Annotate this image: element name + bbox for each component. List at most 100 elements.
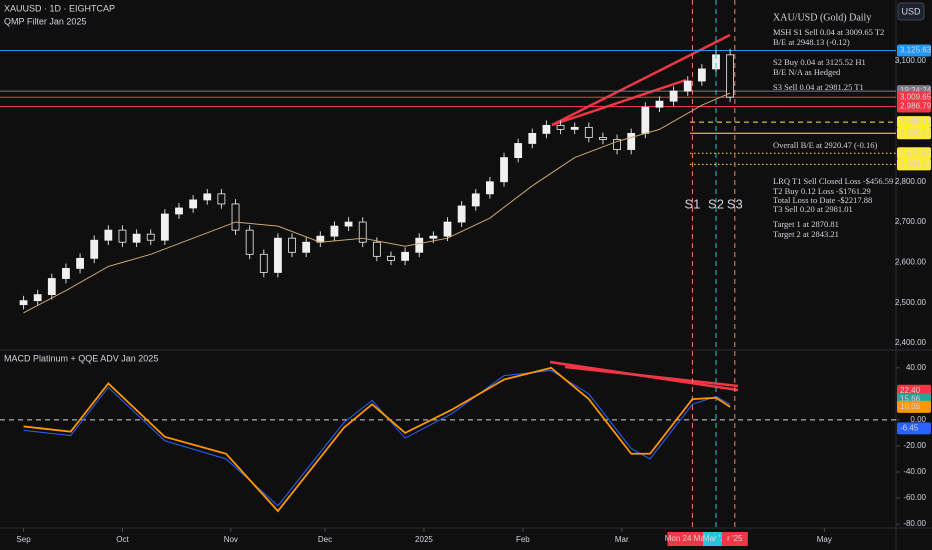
candle-body	[189, 199, 198, 209]
x-tick-label: Sep	[16, 535, 31, 544]
candle-body	[175, 207, 183, 215]
candle-body	[726, 54, 735, 98]
candle-body	[302, 241, 311, 253]
candle-body	[217, 193, 226, 205]
signal-label: S3	[727, 196, 743, 211]
level-tag	[897, 91, 931, 104]
candle-body	[556, 124, 565, 130]
x-tick-label: May	[817, 535, 832, 544]
candle-body	[683, 80, 692, 92]
y-tick-label: 2,500.00	[895, 298, 927, 307]
currency-button[interactable]	[897, 2, 925, 21]
level-tag	[897, 127, 931, 140]
currency[interactable]: USD	[901, 6, 921, 16]
candle-body	[19, 300, 28, 306]
level-label: 3,125.63	[900, 46, 932, 55]
level-label: 2,920.47	[900, 128, 932, 137]
candle-body	[570, 126, 579, 130]
x-tick-label: Oct	[116, 535, 129, 544]
annotation: LRQ T1 Sell Closed Loss -$456.59	[773, 176, 893, 186]
candle-body	[259, 253, 268, 273]
y-tick-label: 2,700.00	[895, 217, 927, 226]
date-label: Mar '25	[703, 534, 730, 543]
candle-body	[401, 251, 410, 261]
candle-body	[62, 268, 70, 279]
candle-body	[104, 229, 113, 241]
date-label: Mon 24 Mar '25	[665, 534, 721, 543]
y-tick-label: 40.00	[906, 363, 927, 372]
y-tick-label: -60.00	[903, 493, 926, 502]
y-tick-label: 0.00	[910, 415, 926, 424]
candle-body	[245, 229, 254, 255]
y-tick-label: 3,100.00	[895, 56, 927, 65]
y-tick-label: 2,800.00	[895, 177, 927, 186]
annotation-title: XAU/USD (Gold) Daily	[773, 12, 871, 23]
candle-body	[471, 193, 480, 207]
candle-body	[358, 221, 367, 243]
level-label: 2,843.21	[900, 159, 932, 168]
candle-body	[274, 237, 282, 273]
moving-average	[23, 92, 731, 314]
annotation: Overall B/E at 2920.47 (-0.16)	[773, 140, 878, 150]
level-label: 2,986.79	[900, 102, 932, 111]
candle-body	[627, 133, 636, 150]
level-label: -6.45	[900, 423, 919, 432]
signal-label: S2	[708, 196, 724, 211]
candle-body	[641, 106, 650, 134]
y-tick-label: 2,400.00	[895, 338, 927, 347]
candle-body	[415, 237, 424, 253]
symbol: XAUUSD · 1D · EIGHTCAP	[4, 3, 115, 13]
macd-title: MACD Platinum + QQE ADV Jan 2025	[4, 353, 158, 363]
level-tag	[897, 400, 931, 413]
level-tag	[897, 100, 931, 113]
candle-body	[231, 203, 240, 231]
x-tick-label: Dec	[318, 535, 332, 544]
annotation: Total Loss to Date -$2217.88	[773, 195, 872, 205]
trend-line	[551, 78, 687, 127]
annotation: S2 Buy 0.04 at 3125.52 H1	[773, 57, 866, 67]
candle-body	[387, 255, 395, 261]
candle-body	[669, 90, 678, 102]
level-tag	[897, 44, 931, 57]
y-tick-label: 2,600.00	[895, 257, 927, 266]
candle-body	[457, 205, 466, 223]
candle-body	[485, 181, 494, 195]
candle-body	[500, 157, 508, 183]
annotation: B/E N/A as Hedged	[773, 67, 841, 77]
annotation: S3 Sell 0.04 at 2981.25 T1	[773, 82, 864, 92]
candle-body	[47, 278, 56, 296]
x-tick-label: Nov	[224, 535, 238, 544]
annotation: T3 Sell 0.20 at 2981.01	[773, 204, 853, 214]
level-label: 19:24:24	[900, 86, 932, 95]
candle-body	[655, 100, 664, 108]
candle-body	[160, 213, 169, 241]
indicator-line	[23, 366, 731, 513]
signal-label: S1	[684, 196, 700, 211]
trend-line	[564, 365, 739, 388]
level-label: 3,009.65	[900, 92, 932, 101]
date-label: r '25	[727, 534, 743, 543]
candle-body	[542, 124, 551, 134]
annotation: Target 1 at 2870.81	[773, 219, 839, 229]
trend-line	[551, 33, 731, 127]
candle-body	[118, 229, 127, 243]
indicator-line	[23, 369, 731, 507]
candle-body	[429, 235, 438, 239]
level-label: 2,948.13	[900, 117, 932, 126]
level-tag	[897, 158, 931, 171]
y-tick-label: -80.00	[903, 519, 926, 528]
level-tag	[897, 147, 931, 160]
candle-body	[330, 225, 339, 237]
annotation: MSH S1 Sell 0.04 at 3009.65 T2	[773, 27, 884, 37]
x-tick-label: 2025	[415, 535, 433, 544]
candle-body	[514, 143, 523, 158]
candle-body	[443, 221, 452, 237]
indicator: QMP Filter Jan 2025	[4, 16, 86, 26]
candle-body	[146, 233, 155, 241]
date-tag	[721, 532, 748, 546]
candles	[19, 48, 735, 310]
level-label: 2,870.81	[900, 148, 932, 157]
